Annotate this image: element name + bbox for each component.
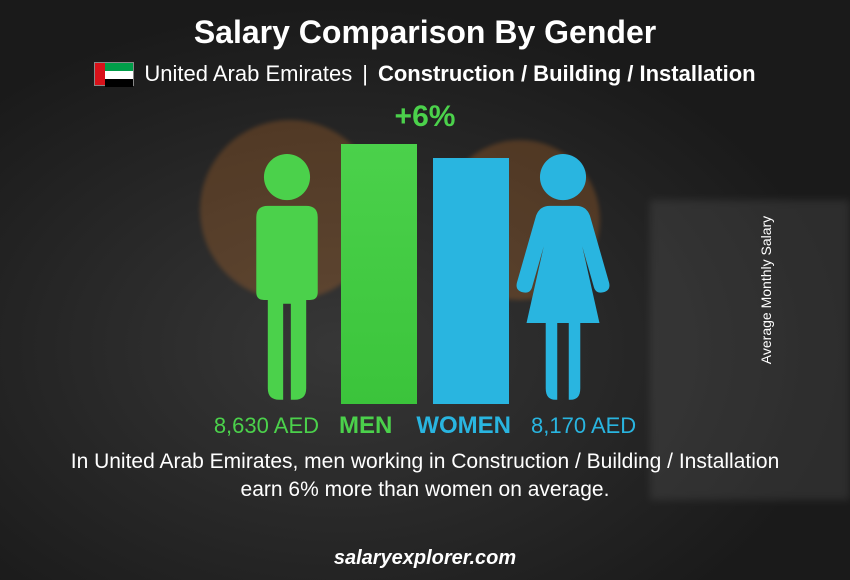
- footer-brand: salaryexplorer.com: [0, 547, 850, 570]
- men-salary: 8,630 AED: [214, 413, 319, 439]
- women-label: WOMEN: [416, 412, 511, 440]
- women-salary: 8,170 AED: [531, 413, 636, 439]
- divider: |: [362, 61, 368, 87]
- man-icon: [239, 146, 335, 404]
- women-bar: [433, 158, 509, 404]
- page-title: Salary Comparison By Gender: [0, 0, 850, 51]
- category-label: Construction / Building / Installation: [378, 61, 756, 87]
- yaxis-label: Average Monthly Salary: [758, 216, 774, 364]
- percent-badge: +6%: [395, 100, 456, 134]
- men-bar: [341, 144, 417, 404]
- men-label: MEN: [339, 412, 392, 440]
- women-group: [433, 146, 611, 404]
- subtitle-row: United Arab Emirates | Construction / Bu…: [0, 61, 850, 87]
- woman-icon: [515, 146, 611, 404]
- content: Salary Comparison By Gender United Arab …: [0, 0, 850, 580]
- labels-row: 8,630 AED MEN WOMEN 8,170 AED: [0, 412, 850, 440]
- uae-flag-icon: [94, 62, 134, 86]
- description-text: In United Arab Emirates, men working in …: [60, 448, 790, 505]
- men-group: [239, 144, 417, 404]
- country-label: United Arab Emirates: [144, 61, 352, 87]
- comparison-chart: +6% 8,630 AED MEN WOMEN 8,170 AED: [0, 100, 850, 440]
